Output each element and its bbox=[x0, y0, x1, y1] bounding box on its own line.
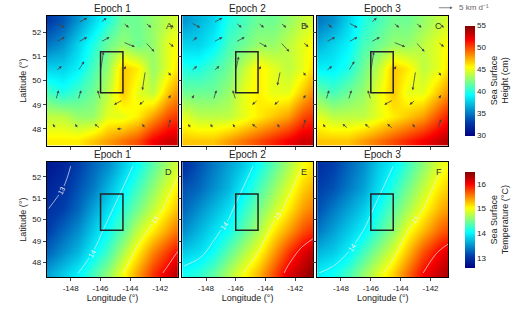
svg-text:-146: -146 bbox=[93, 284, 110, 293]
svg-text:51: 51 bbox=[32, 52, 41, 61]
svg-text:15: 15 bbox=[273, 211, 283, 222]
svg-text:F: F bbox=[436, 167, 442, 177]
svg-text:48: 48 bbox=[32, 125, 41, 134]
svg-text:52: 52 bbox=[32, 173, 41, 182]
svg-text:15: 15 bbox=[150, 214, 160, 225]
svg-text:14: 14 bbox=[87, 248, 97, 258]
svg-text:-142: -142 bbox=[423, 284, 440, 293]
svg-text:50: 50 bbox=[477, 43, 486, 52]
svg-text:49: 49 bbox=[32, 237, 41, 246]
svg-text:D: D bbox=[165, 167, 172, 177]
svg-text:Epoch 3: Epoch 3 bbox=[364, 149, 401, 160]
svg-text:B: B bbox=[301, 21, 307, 31]
svg-text:Longitude (°): Longitude (°) bbox=[87, 293, 139, 303]
svg-text:-146: -146 bbox=[228, 284, 245, 293]
svg-text:13: 13 bbox=[477, 254, 486, 263]
svg-text:14: 14 bbox=[347, 242, 357, 253]
svg-text:Sea SurfaceTemperature (°C): Sea SurfaceTemperature (°C) bbox=[489, 185, 511, 254]
svg-text:-144: -144 bbox=[393, 284, 410, 293]
svg-text:-148: -148 bbox=[63, 284, 80, 293]
svg-text:Epoch 2: Epoch 2 bbox=[229, 149, 266, 160]
svg-text:14: 14 bbox=[219, 221, 229, 231]
svg-text:51: 51 bbox=[32, 194, 41, 203]
svg-text:Longitude (°): Longitude (°) bbox=[222, 293, 274, 303]
svg-text:Epoch 3: Epoch 3 bbox=[364, 3, 401, 14]
svg-text:15: 15 bbox=[411, 214, 421, 225]
svg-text:49: 49 bbox=[32, 101, 41, 110]
svg-text:55: 55 bbox=[477, 21, 486, 30]
svg-text:Epoch 1: Epoch 1 bbox=[94, 149, 131, 160]
svg-text:Epoch 1: Epoch 1 bbox=[94, 3, 131, 14]
svg-text:A: A bbox=[166, 21, 172, 31]
svg-text:-148: -148 bbox=[333, 284, 350, 293]
svg-text:-144: -144 bbox=[257, 284, 274, 293]
svg-text:50: 50 bbox=[32, 215, 41, 224]
svg-text:40: 40 bbox=[477, 87, 486, 96]
svg-text:15: 15 bbox=[477, 204, 486, 213]
svg-text:Latitude (°): Latitude (°) bbox=[18, 59, 28, 103]
svg-text:Latitude (°): Latitude (°) bbox=[18, 198, 28, 242]
svg-text:Epoch 2: Epoch 2 bbox=[229, 3, 266, 14]
svg-text:-144: -144 bbox=[122, 284, 139, 293]
svg-text:14: 14 bbox=[477, 229, 486, 238]
svg-text:C: C bbox=[435, 21, 442, 31]
svg-text:50: 50 bbox=[32, 76, 41, 85]
svg-text:48: 48 bbox=[32, 258, 41, 267]
svg-text:-146: -146 bbox=[363, 284, 380, 293]
svg-text:Sea SurfaceHeight (cm): Sea SurfaceHeight (cm) bbox=[489, 56, 511, 106]
svg-text:Longitude (°): Longitude (°) bbox=[357, 293, 409, 303]
svg-text:-148: -148 bbox=[198, 284, 215, 293]
svg-text:45: 45 bbox=[477, 65, 486, 74]
svg-text:30: 30 bbox=[477, 131, 486, 140]
svg-text:16: 16 bbox=[477, 180, 486, 189]
svg-text:13: 13 bbox=[56, 185, 66, 195]
svg-text:35: 35 bbox=[477, 109, 486, 118]
svg-text:-142: -142 bbox=[152, 284, 169, 293]
svg-text:5 km d⁻¹: 5 km d⁻¹ bbox=[459, 3, 489, 12]
svg-text:E: E bbox=[301, 167, 307, 177]
svg-text:52: 52 bbox=[32, 28, 41, 37]
svg-text:-142: -142 bbox=[287, 284, 304, 293]
